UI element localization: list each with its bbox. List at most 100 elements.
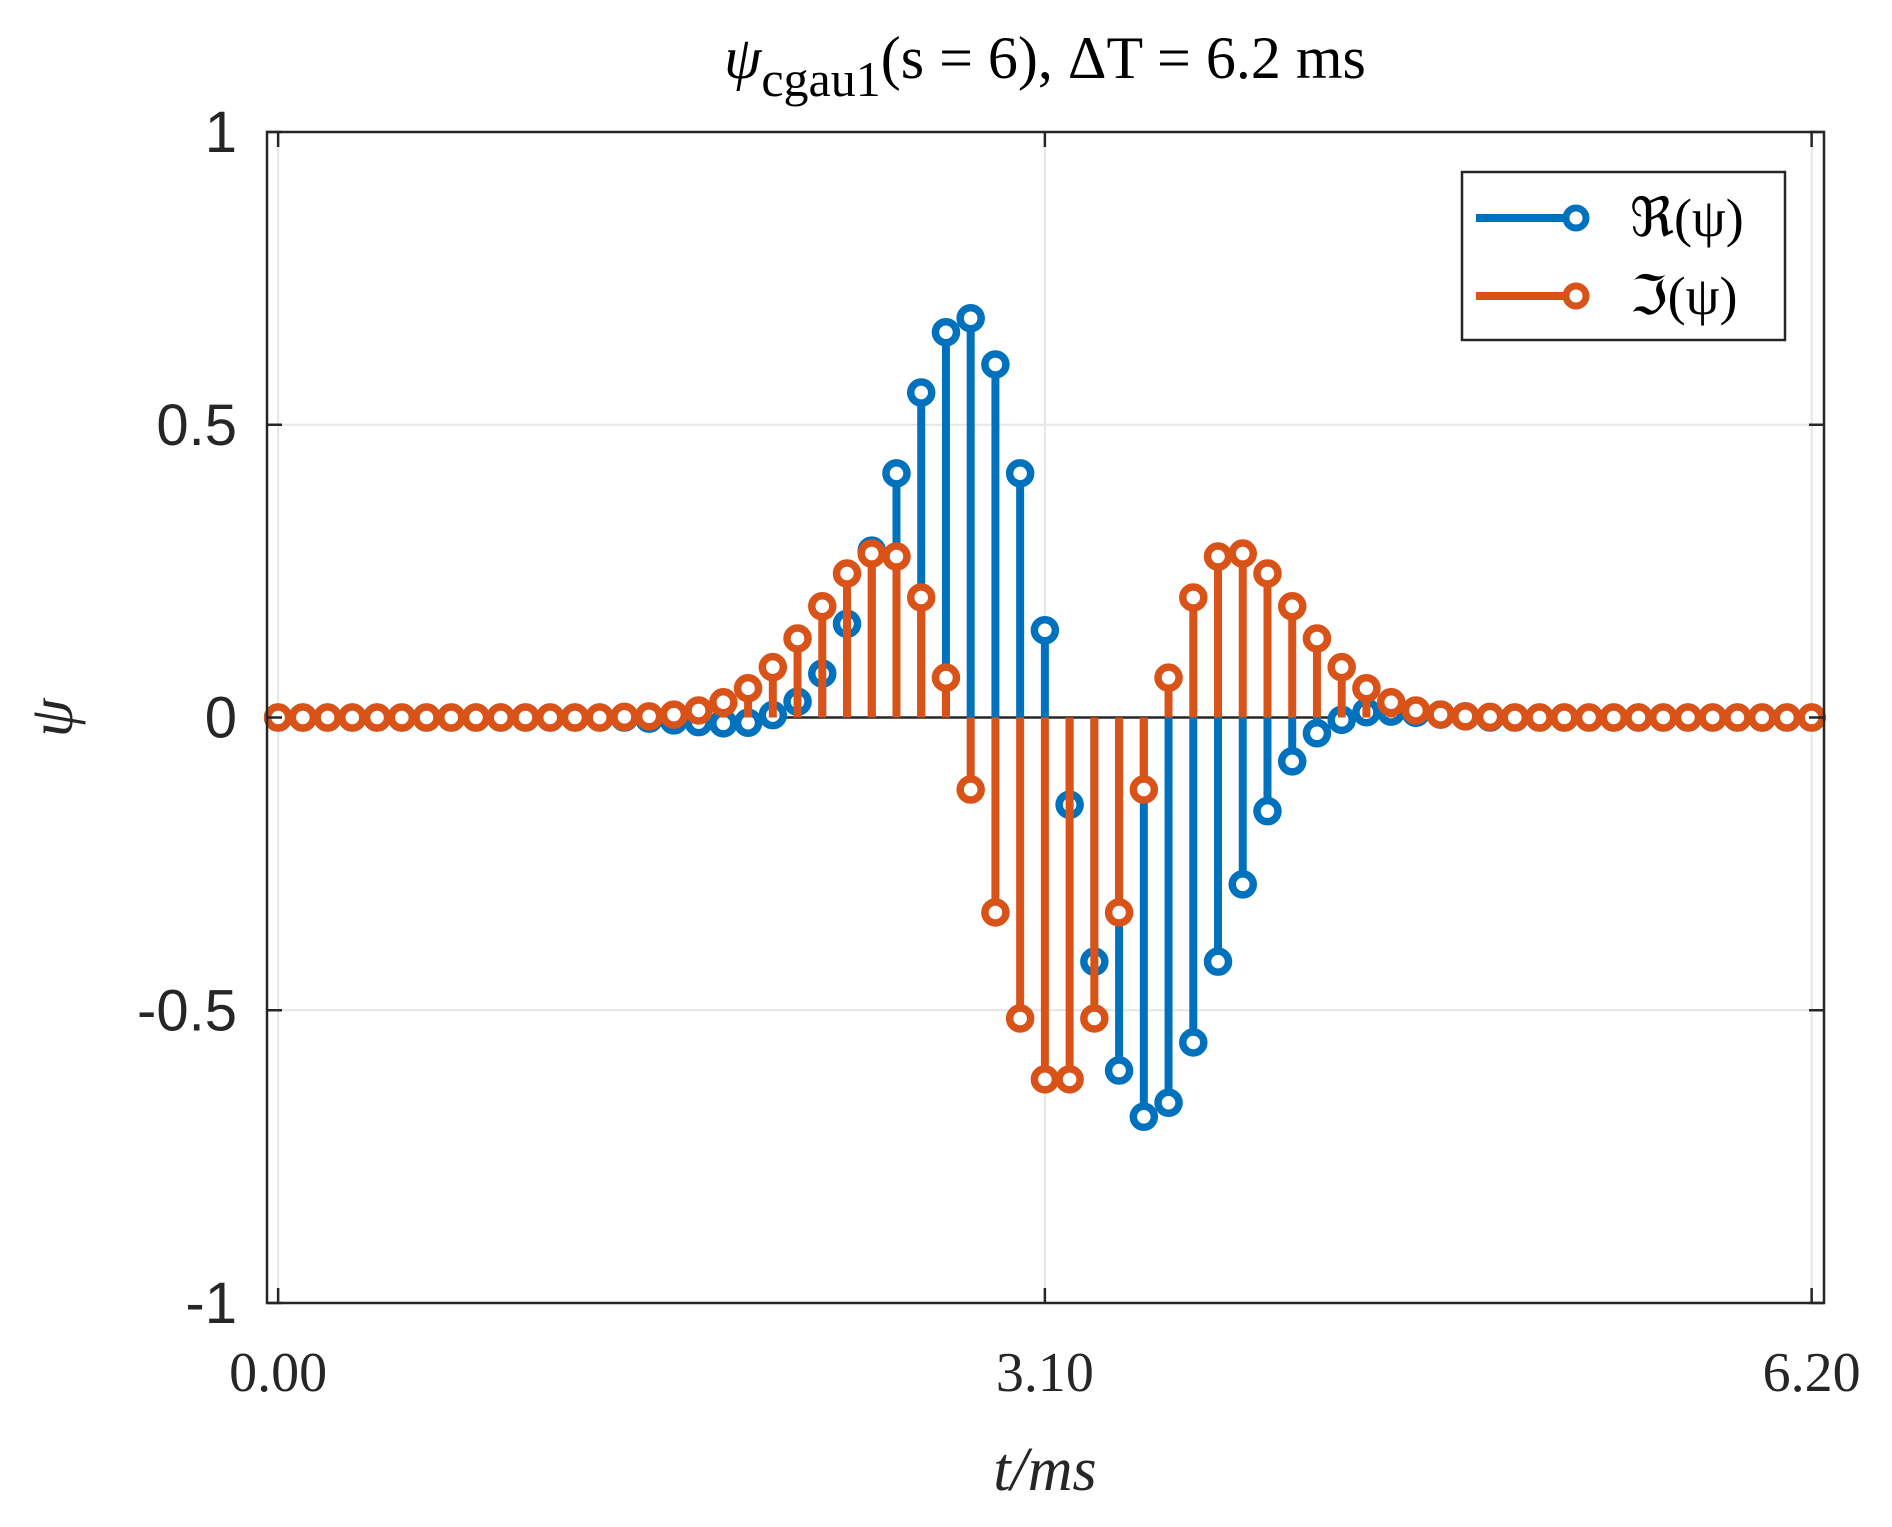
stem-marker (313, 703, 342, 732)
stem-marker (1673, 703, 1703, 732)
stem-marker (783, 624, 812, 653)
x-tick-label: 0.00 (229, 1342, 327, 1404)
stem-marker (412, 703, 441, 732)
stem-marker (1302, 719, 1332, 748)
stem-marker (1179, 1028, 1208, 1057)
stem-marker (1327, 652, 1356, 682)
stem-marker (1228, 539, 1258, 568)
stem-marker (288, 703, 318, 732)
legend-label: ℑ(ψ) (1630, 266, 1737, 326)
stem-marker (1772, 703, 1802, 732)
stem-marker (1104, 898, 1134, 927)
stem-marker (560, 703, 590, 732)
y-tick-label: 0 (205, 686, 237, 751)
stem-marker (981, 898, 1010, 927)
stem-marker (1129, 1102, 1159, 1132)
stem-marker (1401, 696, 1431, 725)
stem-marker (906, 378, 936, 407)
stem-marker (1030, 616, 1060, 645)
y-axis-label: ψ (18, 697, 86, 737)
chart-title: ψcgau1(s = 6), ΔT = 6.2 ms (724, 25, 1366, 107)
stem-marker (1179, 583, 1208, 612)
stem-marker (659, 700, 689, 729)
legend-entry-real: ℜ(ψ) (1476, 188, 1744, 248)
stem-marker (362, 703, 392, 732)
stem-marker (1253, 559, 1282, 588)
legend-label: ℜ(ψ) (1630, 188, 1744, 248)
stem-marker (832, 559, 862, 588)
stem-marker (1500, 703, 1530, 732)
stem-marker (1723, 703, 1752, 732)
legend-box (1460, 170, 1787, 342)
stem-marker (1129, 775, 1159, 804)
stem-marker (956, 775, 985, 804)
stem-marker (1451, 702, 1480, 731)
stem-marker (733, 673, 763, 703)
stem-marker (931, 317, 961, 347)
stem-marker (1599, 703, 1629, 732)
stem-marker (1228, 870, 1258, 899)
tick-marks (267, 130, 1824, 1305)
stem-marker (1747, 703, 1777, 732)
stem-marker (511, 703, 540, 732)
stem-marker (535, 703, 565, 732)
y-tick-label: -0.5 (137, 978, 237, 1043)
series-imag (263, 539, 1826, 1094)
x-tick-label: 6.20 (1763, 1342, 1861, 1404)
y-tick-label: -1 (185, 1271, 237, 1336)
legend-swatch-marker (1562, 204, 1590, 232)
y-tick-labels: 1 0.5 0 -0.5 -1 (137, 100, 237, 1336)
stem-marker (882, 542, 911, 571)
stem-marker (1154, 1088, 1183, 1118)
stem-marker (808, 592, 837, 621)
stem-marker (1203, 542, 1233, 571)
legend-swatch-marker (1562, 282, 1590, 310)
x-axis-label: t/ms (993, 1436, 1096, 1504)
stem-marker (1648, 703, 1678, 732)
stem-marker (1525, 703, 1554, 732)
stem-marker (1550, 703, 1579, 732)
stem-marker (1080, 1004, 1109, 1033)
stem-marker (882, 459, 911, 488)
stem-marker (1475, 702, 1505, 732)
stem-marker (1005, 459, 1035, 488)
stem-marker (1302, 624, 1332, 653)
stem-marker (758, 652, 788, 682)
stem-marker (1426, 700, 1455, 729)
stem-marker (956, 303, 985, 333)
stem-marker (709, 688, 738, 717)
stem-marker (610, 702, 639, 732)
stem-marker (338, 703, 367, 732)
stem-marker (684, 696, 713, 725)
stem-marker (387, 703, 417, 732)
title-subscript: cgau1 (761, 51, 880, 107)
stem-marker (1203, 947, 1233, 976)
stem-marker (1030, 1065, 1060, 1094)
stem-marker (906, 583, 936, 612)
stem-series (263, 303, 1826, 1132)
stem-marker (1698, 703, 1727, 732)
stem-marker (931, 663, 961, 692)
stem-marker (437, 703, 466, 732)
stem-marker (486, 703, 515, 732)
stem-marker (634, 702, 664, 731)
stem-marker (1253, 796, 1282, 826)
stem-marker (585, 703, 614, 732)
stem-marker (981, 350, 1010, 379)
legend: ℜ(ψ) ℑ(ψ) (1460, 170, 1787, 342)
stem-marker (461, 703, 491, 732)
stem-marker (1352, 673, 1381, 703)
stem-marker (1005, 1004, 1035, 1033)
legend-entry-imag: ℑ(ψ) (1476, 266, 1737, 326)
x-tick-label: 3.10 (996, 1342, 1094, 1404)
stem-marker (1624, 703, 1653, 732)
stem-marker (1154, 663, 1183, 692)
stem-marker (1104, 1056, 1134, 1085)
title-symbol: ψ (724, 25, 763, 91)
stem-marker (1277, 747, 1307, 776)
y-tick-label: 1 (205, 100, 237, 165)
stem-marker (857, 539, 886, 568)
x-tick-labels: 0.00 3.10 6.20 (229, 1342, 1861, 1404)
stem-marker (1055, 1065, 1084, 1094)
